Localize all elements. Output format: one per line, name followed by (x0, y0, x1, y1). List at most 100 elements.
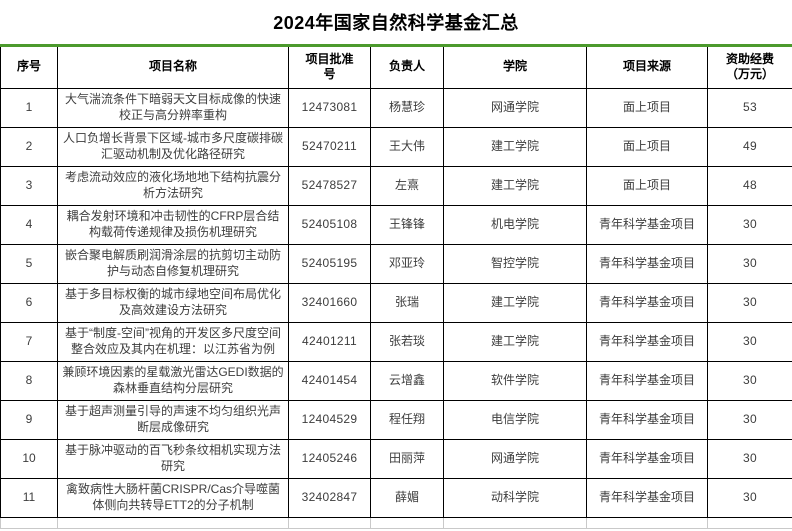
cell-amount: 30 (707, 282, 792, 323)
cell-serial-no: 9 (0, 399, 58, 440)
cell-pi: 王锋锋 (370, 204, 444, 245)
cell-college: 建工学院 (443, 321, 587, 362)
cell-grant-no: 52405108 (288, 204, 371, 245)
cell-project-name: 大气湍流条件下暗弱天文目标成像的快速校正与高分辨率重构 (57, 87, 289, 128)
header-grant-no: 项目批准 号 (288, 47, 371, 89)
cell-grant-no: 32402847 (288, 477, 371, 518)
table-row: 4 耦合发射环境和冲击韧性的CFRP层合结构载荷传递规律及损伤机理研究 5240… (0, 204, 792, 245)
table-row: 3 考虑流动效应的液化场地地下结构抗震分析方法研究 52478527 左熹 建工… (0, 165, 792, 206)
cell-serial-no: 8 (0, 360, 58, 401)
cell-source: 青年科学基金项目 (586, 360, 708, 401)
header-amount: 资助经费 （万元） (707, 47, 792, 89)
cell-amount: 30 (707, 360, 792, 401)
cell-serial-no: 6 (0, 282, 58, 323)
cell-serial-no: 10 (0, 438, 58, 479)
cell-amount: 30 (707, 204, 792, 245)
cell-amount: 48 (707, 165, 792, 206)
cell-college: 建工学院 (443, 165, 587, 206)
cell-source: 面上项目 (586, 87, 708, 128)
table-row: 2 人口负增长背景下区域-城市多尺度碳排碳汇驱动机制及优化路径研究 524702… (0, 126, 792, 167)
cell-amount: 30 (707, 399, 792, 440)
cell-amount: 30 (707, 438, 792, 479)
cell-serial-no: 7 (0, 321, 58, 362)
cell-pi: 张若琰 (370, 321, 444, 362)
cell-project-name: 嵌合聚电解质刷润滑涂层的抗剪切主动防护与动态自修复机理研究 (57, 243, 289, 284)
cell-amount: 49 (707, 126, 792, 167)
cell-serial-no: 2 (0, 126, 58, 167)
cell-source: 青年科学基金项目 (586, 399, 708, 440)
table-row: 6 基于多目标权衡的城市绿地空间布局优化及高效建设方法研究 32401660 张… (0, 282, 792, 323)
table-header: 序号 项目名称 项目批准 号 负责人 学院 项目来源 资助经费 （万元） (0, 47, 792, 89)
header-serial-no: 序号 (0, 47, 58, 89)
cell-college: 建工学院 (443, 126, 587, 167)
cell-project-name: 禽致病性大肠杆菌CRISPR/Cas介导噬菌体侧向共转导ETT2的分子机制 (57, 477, 289, 518)
table-row: 1 大气湍流条件下暗弱天文目标成像的快速校正与高分辨率重构 12473081 杨… (0, 87, 792, 128)
cell-amount: 30 (707, 243, 792, 284)
cell-grant-no: 52470211 (288, 126, 371, 167)
cell-pi: 左熹 (370, 165, 444, 206)
cell-pi: 王大伟 (370, 126, 444, 167)
cell-grant-no: 32401660 (288, 282, 371, 323)
cutoff-row (0, 517, 792, 529)
cell-serial-no: 5 (0, 243, 58, 284)
cell-pi: 杨慧珍 (370, 87, 444, 128)
cell-college: 建工学院 (443, 282, 587, 323)
cell-college: 智控学院 (443, 243, 587, 284)
cell-pi: 邓亚玲 (370, 243, 444, 284)
cell-source: 青年科学基金项目 (586, 204, 708, 245)
grant-summary-table: 序号 项目名称 项目批准 号 负责人 学院 项目来源 资助经费 （万元） 1 大… (0, 47, 792, 518)
table-row: 7 基于“制度-空间”视角的开发区多尺度空间整合效应及其内在机理：以江苏省为例 … (0, 321, 792, 362)
cell-grant-no: 42401211 (288, 321, 371, 362)
cell-project-name: 考虑流动效应的液化场地地下结构抗震分析方法研究 (57, 165, 289, 206)
cell-grant-no: 12404529 (288, 399, 371, 440)
accent-divider (0, 44, 792, 47)
cell-grant-no: 12473081 (288, 87, 371, 128)
table-row: 8 兼顾环境因素的星载激光雷达GEDI数据的森林垂直结构分层研究 4240145… (0, 360, 792, 401)
cell-source: 面上项目 (586, 126, 708, 167)
table-body: 1 大气湍流条件下暗弱天文目标成像的快速校正与高分辨率重构 12473081 杨… (0, 87, 792, 518)
cell-project-name: 人口负增长背景下区域-城市多尺度碳排碳汇驱动机制及优化路径研究 (57, 126, 289, 167)
page-title: 2024年国家自然科学基金汇总 (273, 13, 519, 33)
cell-serial-no: 3 (0, 165, 58, 206)
cell-source: 青年科学基金项目 (586, 243, 708, 284)
cell-pi: 张瑞 (370, 282, 444, 323)
cell-college: 网通学院 (443, 438, 587, 479)
cell-college: 机电学院 (443, 204, 587, 245)
cell-amount: 30 (707, 321, 792, 362)
cell-project-name: 基于脉冲驱动的百飞秒条纹相机实现方法研究 (57, 438, 289, 479)
header-source: 项目来源 (586, 47, 708, 89)
table-row: 11 禽致病性大肠杆菌CRISPR/Cas介导噬菌体侧向共转导ETT2的分子机制… (0, 477, 792, 518)
cell-college: 网通学院 (443, 87, 587, 128)
header-college: 学院 (443, 47, 587, 89)
cell-source: 青年科学基金项目 (586, 477, 708, 518)
cell-amount: 30 (707, 477, 792, 518)
cell-pi: 云增鑫 (370, 360, 444, 401)
cell-pi: 薛媚 (370, 477, 444, 518)
header-row: 序号 项目名称 项目批准 号 负责人 学院 项目来源 资助经费 （万元） (0, 47, 792, 89)
cutoff-partial-row (0, 517, 792, 529)
cell-serial-no: 1 (0, 87, 58, 128)
cell-source: 青年科学基金项目 (586, 438, 708, 479)
cell-project-name: 基于超声测量引导的声速不均匀组织光声断层成像研究 (57, 399, 289, 440)
cell-college: 电信学院 (443, 399, 587, 440)
cell-grant-no: 12405246 (288, 438, 371, 479)
cell-project-name: 基于“制度-空间”视角的开发区多尺度空间整合效应及其内在机理：以江苏省为例 (57, 321, 289, 362)
header-project-name: 项目名称 (57, 47, 289, 89)
header-pi: 负责人 (370, 47, 444, 89)
cell-pi: 田丽萍 (370, 438, 444, 479)
table-row: 5 嵌合聚电解质刷润滑涂层的抗剪切主动防护与动态自修复机理研究 52405195… (0, 243, 792, 284)
cell-source: 青年科学基金项目 (586, 282, 708, 323)
table-row: 10 基于脉冲驱动的百飞秒条纹相机实现方法研究 12405246 田丽萍 网通学… (0, 438, 792, 479)
cell-serial-no: 4 (0, 204, 58, 245)
cell-project-name: 基于多目标权衡的城市绿地空间布局优化及高效建设方法研究 (57, 282, 289, 323)
cell-source: 面上项目 (586, 165, 708, 206)
cell-grant-no: 52478527 (288, 165, 371, 206)
cell-amount: 53 (707, 87, 792, 128)
cell-serial-no: 11 (0, 477, 58, 518)
table-row: 9 基于超声测量引导的声速不均匀组织光声断层成像研究 12404529 程任翔 … (0, 399, 792, 440)
cell-pi: 程任翔 (370, 399, 444, 440)
cell-college: 软件学院 (443, 360, 587, 401)
cell-grant-no: 52405195 (288, 243, 371, 284)
cell-project-name: 耦合发射环境和冲击韧性的CFRP层合结构载荷传递规律及损伤机理研究 (57, 204, 289, 245)
